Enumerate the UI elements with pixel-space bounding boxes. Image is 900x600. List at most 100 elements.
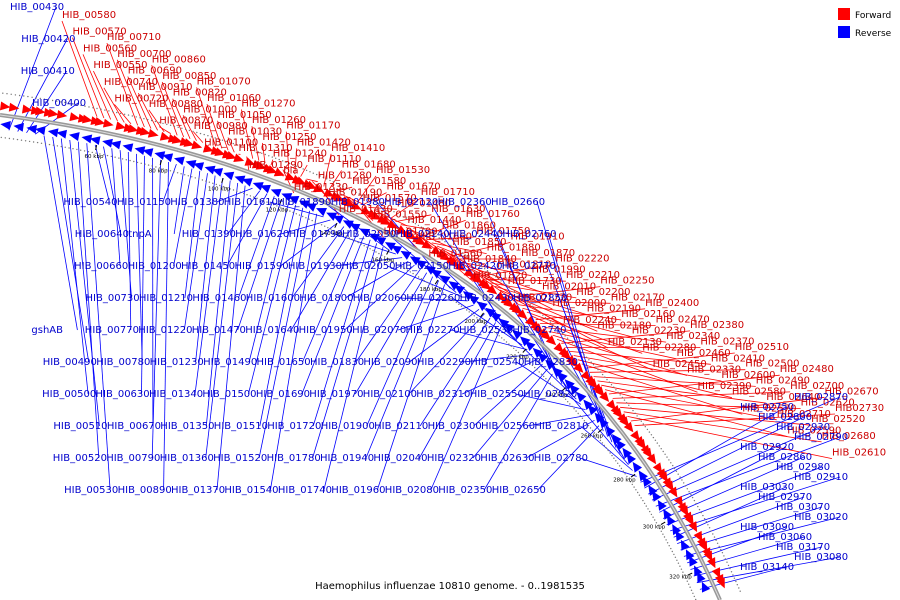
label-line-hib-01930 — [333, 257, 403, 267]
label-line-hib-00690 — [127, 76, 152, 129]
track-dot — [144, 163, 146, 165]
gene-label-hib-01830: HIB_01830 — [310, 357, 364, 368]
gene-label-hib-02440: HIB_02440 — [449, 229, 503, 240]
track-dot — [529, 303, 531, 305]
track-dot — [327, 227, 329, 229]
track-dot — [500, 280, 502, 282]
track-dot — [222, 185, 224, 188]
track-dot — [486, 270, 489, 272]
track-dot — [552, 323, 554, 326]
forward-gene-30 — [127, 124, 139, 133]
gene-label-hib-01340: HIB_01340 — [149, 389, 203, 400]
forward-gene-156 — [545, 335, 557, 346]
track-dot — [571, 342, 574, 344]
gene-label-hib-03060: HIB_03060 — [758, 532, 812, 543]
label-line-hib-01760 — [421, 219, 466, 237]
label-line-hib-02310 — [462, 358, 538, 395]
track-dot — [450, 244, 452, 247]
label-line-hib-00910 — [137, 93, 158, 131]
gene-label-hib-02060: HIB_02060 — [353, 293, 407, 304]
track-dot — [24, 140, 27, 142]
track-dot — [488, 327, 491, 329]
forward-gene-154 — [540, 330, 552, 341]
label-line-tnpa — [173, 166, 185, 235]
gene-label-hib-01770: HIB_01770 — [518, 293, 572, 304]
reverse-gene-42 — [173, 156, 185, 166]
label-line-hib-02620 — [616, 402, 801, 409]
label-line-hib-02170 — [513, 300, 611, 304]
tick-label-260-kbp: 260 kbp — [581, 434, 604, 440]
track-dot — [453, 246, 455, 248]
track-dot — [529, 362, 531, 364]
label-line-hib-01630 — [395, 214, 432, 222]
track-dot — [643, 502, 646, 505]
gene-label-hib-01260: HIB_01260 — [252, 115, 306, 126]
track-dot — [361, 194, 364, 197]
track-dot — [700, 511, 702, 514]
track-dot — [417, 224, 420, 227]
track-dot — [139, 117, 141, 119]
track-dot — [666, 542, 669, 544]
track-dot — [724, 558, 727, 560]
label-line-hib-01600 — [291, 226, 345, 299]
track-dot — [348, 237, 350, 239]
gene-label-hib-00430: HIB_00430 — [10, 2, 64, 13]
gene-label-hib-01700: HIB_01700 — [384, 226, 438, 237]
label-line-hib-01970 — [354, 272, 428, 395]
track-dot — [127, 114, 130, 116]
label-line-hib-00700 — [116, 59, 145, 128]
reverse-gene-221 — [675, 530, 685, 542]
track-dot — [471, 313, 473, 315]
gene-label-hib-02800: HIB_02800 — [758, 412, 812, 423]
label-line-hib-01940 — [365, 280, 439, 459]
label-line-hib-01680 — [329, 170, 342, 190]
forward-gene-74 — [295, 176, 307, 185]
track-dot — [681, 479, 683, 481]
track-dot — [726, 561, 728, 563]
gene-label-hib-02640: HIB_02640 — [766, 392, 820, 403]
track-dot — [573, 408, 575, 410]
gene-label-hib-01590: HIB_01590 — [235, 261, 289, 272]
tick-mark — [434, 279, 439, 285]
reverse-gene-190 — [616, 439, 626, 451]
track-dot — [263, 200, 265, 202]
track-dot — [559, 330, 561, 332]
forward-gene-96 — [370, 211, 382, 220]
label-line-hib-01800 — [345, 260, 409, 299]
label-line-hib-01740 — [323, 246, 384, 491]
track-dot — [215, 183, 217, 186]
tick-label-220-kbp: 220 kbp — [506, 354, 529, 360]
track-dot — [133, 160, 135, 163]
track-dot — [442, 292, 444, 294]
track-dot — [108, 110, 110, 112]
track-dot — [330, 228, 332, 230]
track-dot — [566, 337, 569, 339]
label-line-hib-01780 — [312, 243, 378, 459]
track-dot — [412, 272, 414, 275]
forward-gene-123 — [454, 261, 466, 271]
track-dot — [608, 381, 610, 383]
track-dot — [20, 139, 23, 141]
label-line-hib-00710 — [106, 42, 139, 126]
label-line-hib-02250 — [508, 286, 601, 298]
track-dot — [686, 580, 688, 582]
gene-label-hib-02930: HIB_02930 — [776, 422, 830, 433]
gene-label-hib-02360: HIB_02360 — [438, 197, 492, 208]
forward-gene-236 — [711, 567, 721, 579]
track-dot — [601, 442, 604, 444]
label-line-hib-01260 — [251, 126, 260, 161]
gene-label-hib-00400: HIB_00400 — [32, 98, 86, 109]
gene-label-hib-01550: HIB_01550 — [373, 210, 427, 221]
track-dot — [629, 481, 632, 483]
label-line-hib-01050 — [217, 120, 229, 151]
track-dot — [648, 431, 651, 433]
gene-label-hib-02350: HIB_02350 — [438, 485, 492, 496]
track-dot — [292, 211, 294, 214]
gene-label-hib-01270: HIB_01270 — [241, 99, 295, 110]
forward-gene-71 — [284, 172, 296, 181]
track-dot — [199, 132, 202, 135]
gene-label-hib-01060: HIB_01060 — [207, 93, 261, 104]
track-dot — [389, 259, 392, 261]
track-dot — [632, 409, 634, 412]
gene-label-hib-02370: HIB_02370 — [700, 337, 754, 348]
